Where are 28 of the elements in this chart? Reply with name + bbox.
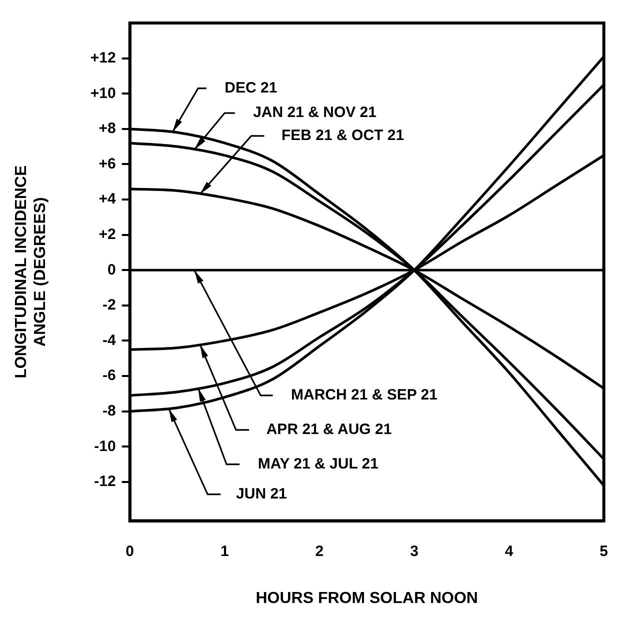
y-tick-label: -2 (102, 296, 116, 314)
text: JAN 21 & NOV 21 (253, 104, 376, 122)
text: MARCH 21 & SEP 21 (291, 386, 438, 404)
x-tick-label: 4 (504, 542, 514, 560)
x-tick-label: 5 (600, 542, 608, 560)
x-tick-label: 2 (315, 542, 324, 560)
y-tick-label: +8 (98, 120, 116, 138)
y-tick-label: +10 (90, 84, 116, 102)
y-tick-label: -12 (94, 473, 116, 490)
text: DEC 21 (224, 79, 278, 96)
y-axis-title: LONGITUDINAL INCIDENCE ANGLE (DEGREES) (13, 165, 50, 378)
x-tick-label: 1 (220, 542, 229, 560)
x-tick-label: 0 (126, 542, 134, 560)
x-axis-title: HOURS FROM SOLAR NOON (256, 590, 478, 607)
text: MAY 21 & JUL 21 (258, 455, 378, 472)
text: APR 21 & AUG 21 (266, 421, 392, 438)
text: JUN 21 (236, 485, 287, 502)
y-tick-label: -10 (94, 438, 116, 455)
y-tick-label: +6 (98, 155, 116, 172)
x-tick-label: 3 (410, 542, 418, 560)
y-tick-label: +4 (98, 190, 116, 208)
y-tick-label: +2 (98, 226, 116, 243)
text: FEB 21 & OCT 21 (282, 127, 404, 144)
y-tick-label: -8 (102, 402, 116, 420)
y-tick-label: 0 (108, 261, 116, 278)
y-tick-label: -6 (102, 367, 116, 384)
y-tick-label: -4 (102, 332, 116, 349)
y-tick-label: +12 (90, 49, 116, 66)
